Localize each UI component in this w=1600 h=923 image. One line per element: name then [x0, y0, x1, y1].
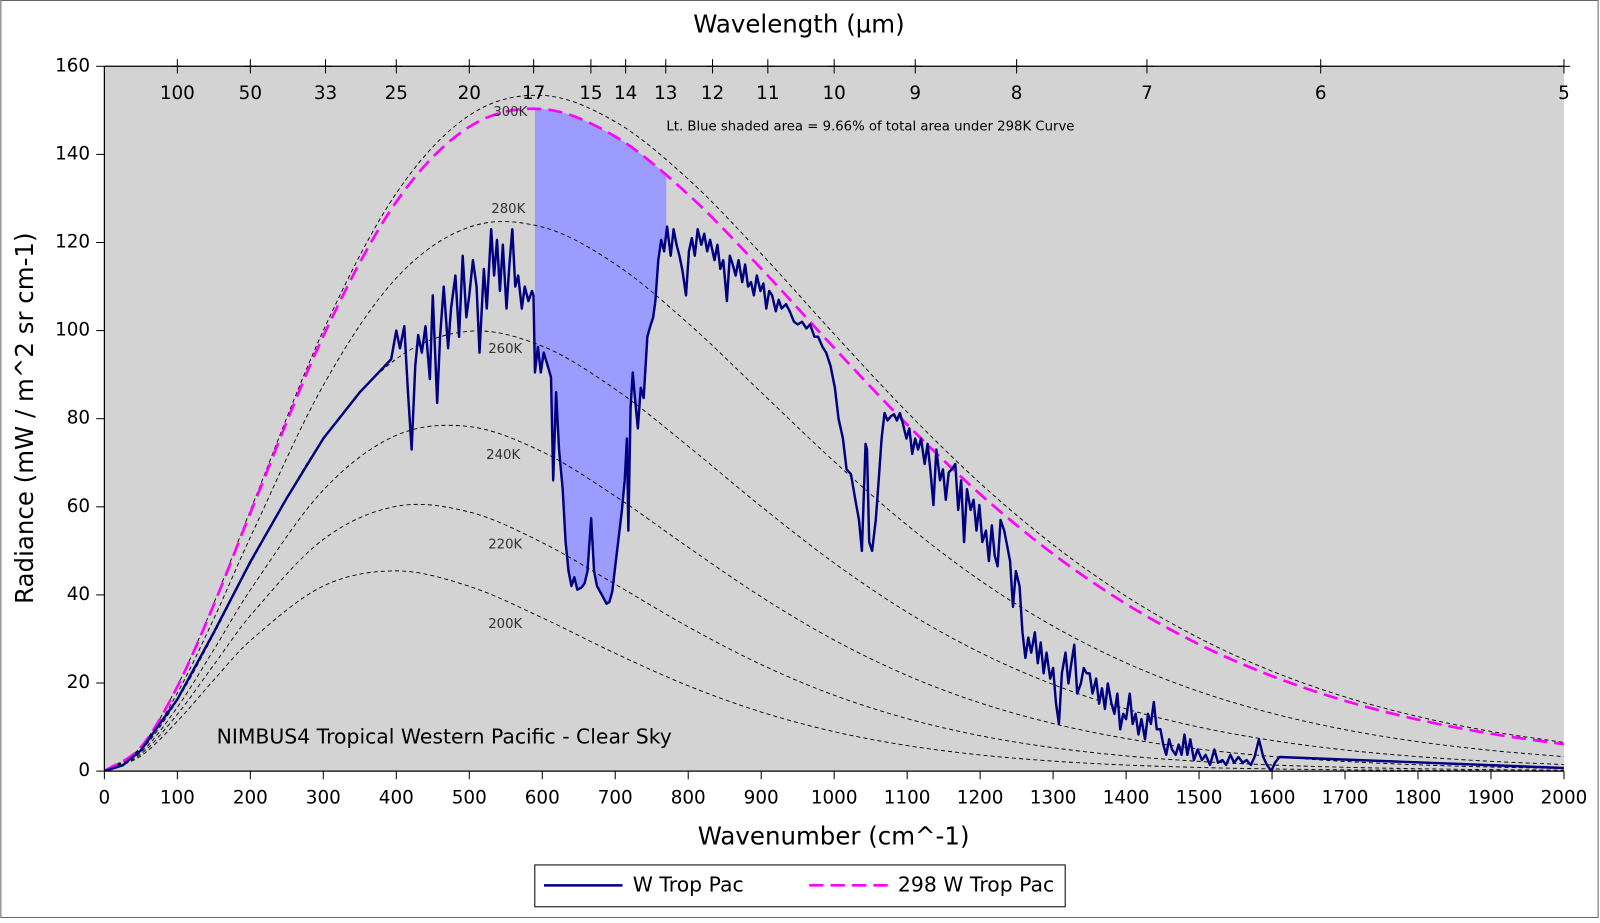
blackbody-curve — [104, 503, 1564, 772]
x-tick-label: 900 — [744, 788, 779, 809]
curve-label: 300K — [493, 105, 527, 120]
top-tick-label: 100 — [160, 83, 195, 104]
legend-label: W Trop Pac — [633, 872, 744, 896]
y-tick-label: 20 — [67, 672, 90, 693]
x-tick-label: 1200 — [957, 788, 1004, 809]
top-tick-label: 25 — [385, 83, 408, 104]
x-tick-label: 1800 — [1395, 788, 1442, 809]
top-tick-label: 20 — [458, 83, 481, 104]
curve-label: 260K — [488, 342, 522, 357]
y-tick-label: 0 — [78, 760, 90, 781]
series-line — [104, 107, 1564, 772]
y-tick-label: 120 — [55, 231, 90, 252]
shade-layer — [534, 108, 667, 604]
y-tick-label: 160 — [55, 55, 90, 76]
curve-label: 280K — [491, 202, 525, 217]
x-axis-title: Wavenumber (cm^-1) — [698, 821, 970, 850]
blackbody-curve — [104, 94, 1564, 772]
x-tick-label: 1900 — [1468, 788, 1515, 809]
legend-box — [534, 864, 1066, 908]
x-tick-label: 1700 — [1322, 788, 1369, 809]
top-tick-label: 50 — [239, 83, 262, 104]
curve-label: 200K — [488, 617, 522, 632]
top-tick-label: 9 — [909, 83, 921, 104]
x-tick-label: 1100 — [884, 788, 931, 809]
curve-label: 220K — [488, 538, 522, 553]
x-tick-label: 100 — [160, 788, 195, 809]
top-tick-label: 33 — [314, 83, 337, 104]
y-axis-title: Radiance (mW / m^2 sr cm-1) — [10, 232, 39, 603]
axis-layer — [96, 59, 1571, 780]
plot-area — [104, 66, 1564, 772]
legend-label: 298 W Trop Pac — [898, 872, 1054, 896]
blackbody-curve — [104, 570, 1564, 772]
x-tick-label: 2000 — [1541, 788, 1588, 809]
x-tick-label: 500 — [452, 788, 487, 809]
top-tick-label: 5 — [1558, 83, 1570, 104]
x-tick-label: 300 — [306, 788, 341, 809]
shaded-area — [534, 108, 667, 604]
curve-label: 240K — [486, 448, 520, 463]
legend: W Trop Pac 298 W Trop Pac — [534, 864, 1066, 908]
top-tick-label: 17 — [522, 83, 545, 104]
x-tick-label: 200 — [233, 788, 268, 809]
top-tick-label: 12 — [701, 83, 724, 104]
x-tick-label: 1300 — [1030, 788, 1077, 809]
top-tick-label: 13 — [654, 83, 677, 104]
top-axis-title: Wavelength (µm) — [693, 9, 904, 38]
x-tick-label: 0 — [99, 788, 111, 809]
y-tick-label: 80 — [67, 408, 90, 429]
top-tick-label: 6 — [1315, 83, 1327, 104]
x-tick-label: 1400 — [1103, 788, 1150, 809]
top-tick-label: 15 — [579, 83, 602, 104]
top-tick-label: 11 — [756, 83, 779, 104]
x-tick-label: 1000 — [811, 788, 858, 809]
top-tick-label: 7 — [1141, 83, 1153, 104]
x-tick-label: 400 — [379, 788, 414, 809]
series-line — [104, 225, 1564, 772]
y-tick-label: 40 — [67, 584, 90, 605]
x-tick-label: 1600 — [1249, 788, 1296, 809]
x-tick-label: 600 — [525, 788, 560, 809]
top-tick-label: 8 — [1011, 83, 1023, 104]
y-tick-label: 100 — [55, 320, 90, 341]
annotation: Lt. Blue shaded area = 9.66% of total ar… — [666, 119, 1074, 134]
y-tick-label: 140 — [55, 143, 90, 164]
curve-layer — [104, 94, 1564, 772]
top-tick-label: 14 — [614, 83, 637, 104]
y-tick-label: 60 — [67, 496, 90, 517]
x-tick-label: 800 — [671, 788, 706, 809]
x-tick-label: 700 — [598, 788, 633, 809]
x-tick-label: 1500 — [1176, 788, 1223, 809]
top-tick-label: 10 — [822, 83, 845, 104]
annotation: NIMBUS4 Tropical Western Pacific - Clear… — [217, 724, 672, 748]
